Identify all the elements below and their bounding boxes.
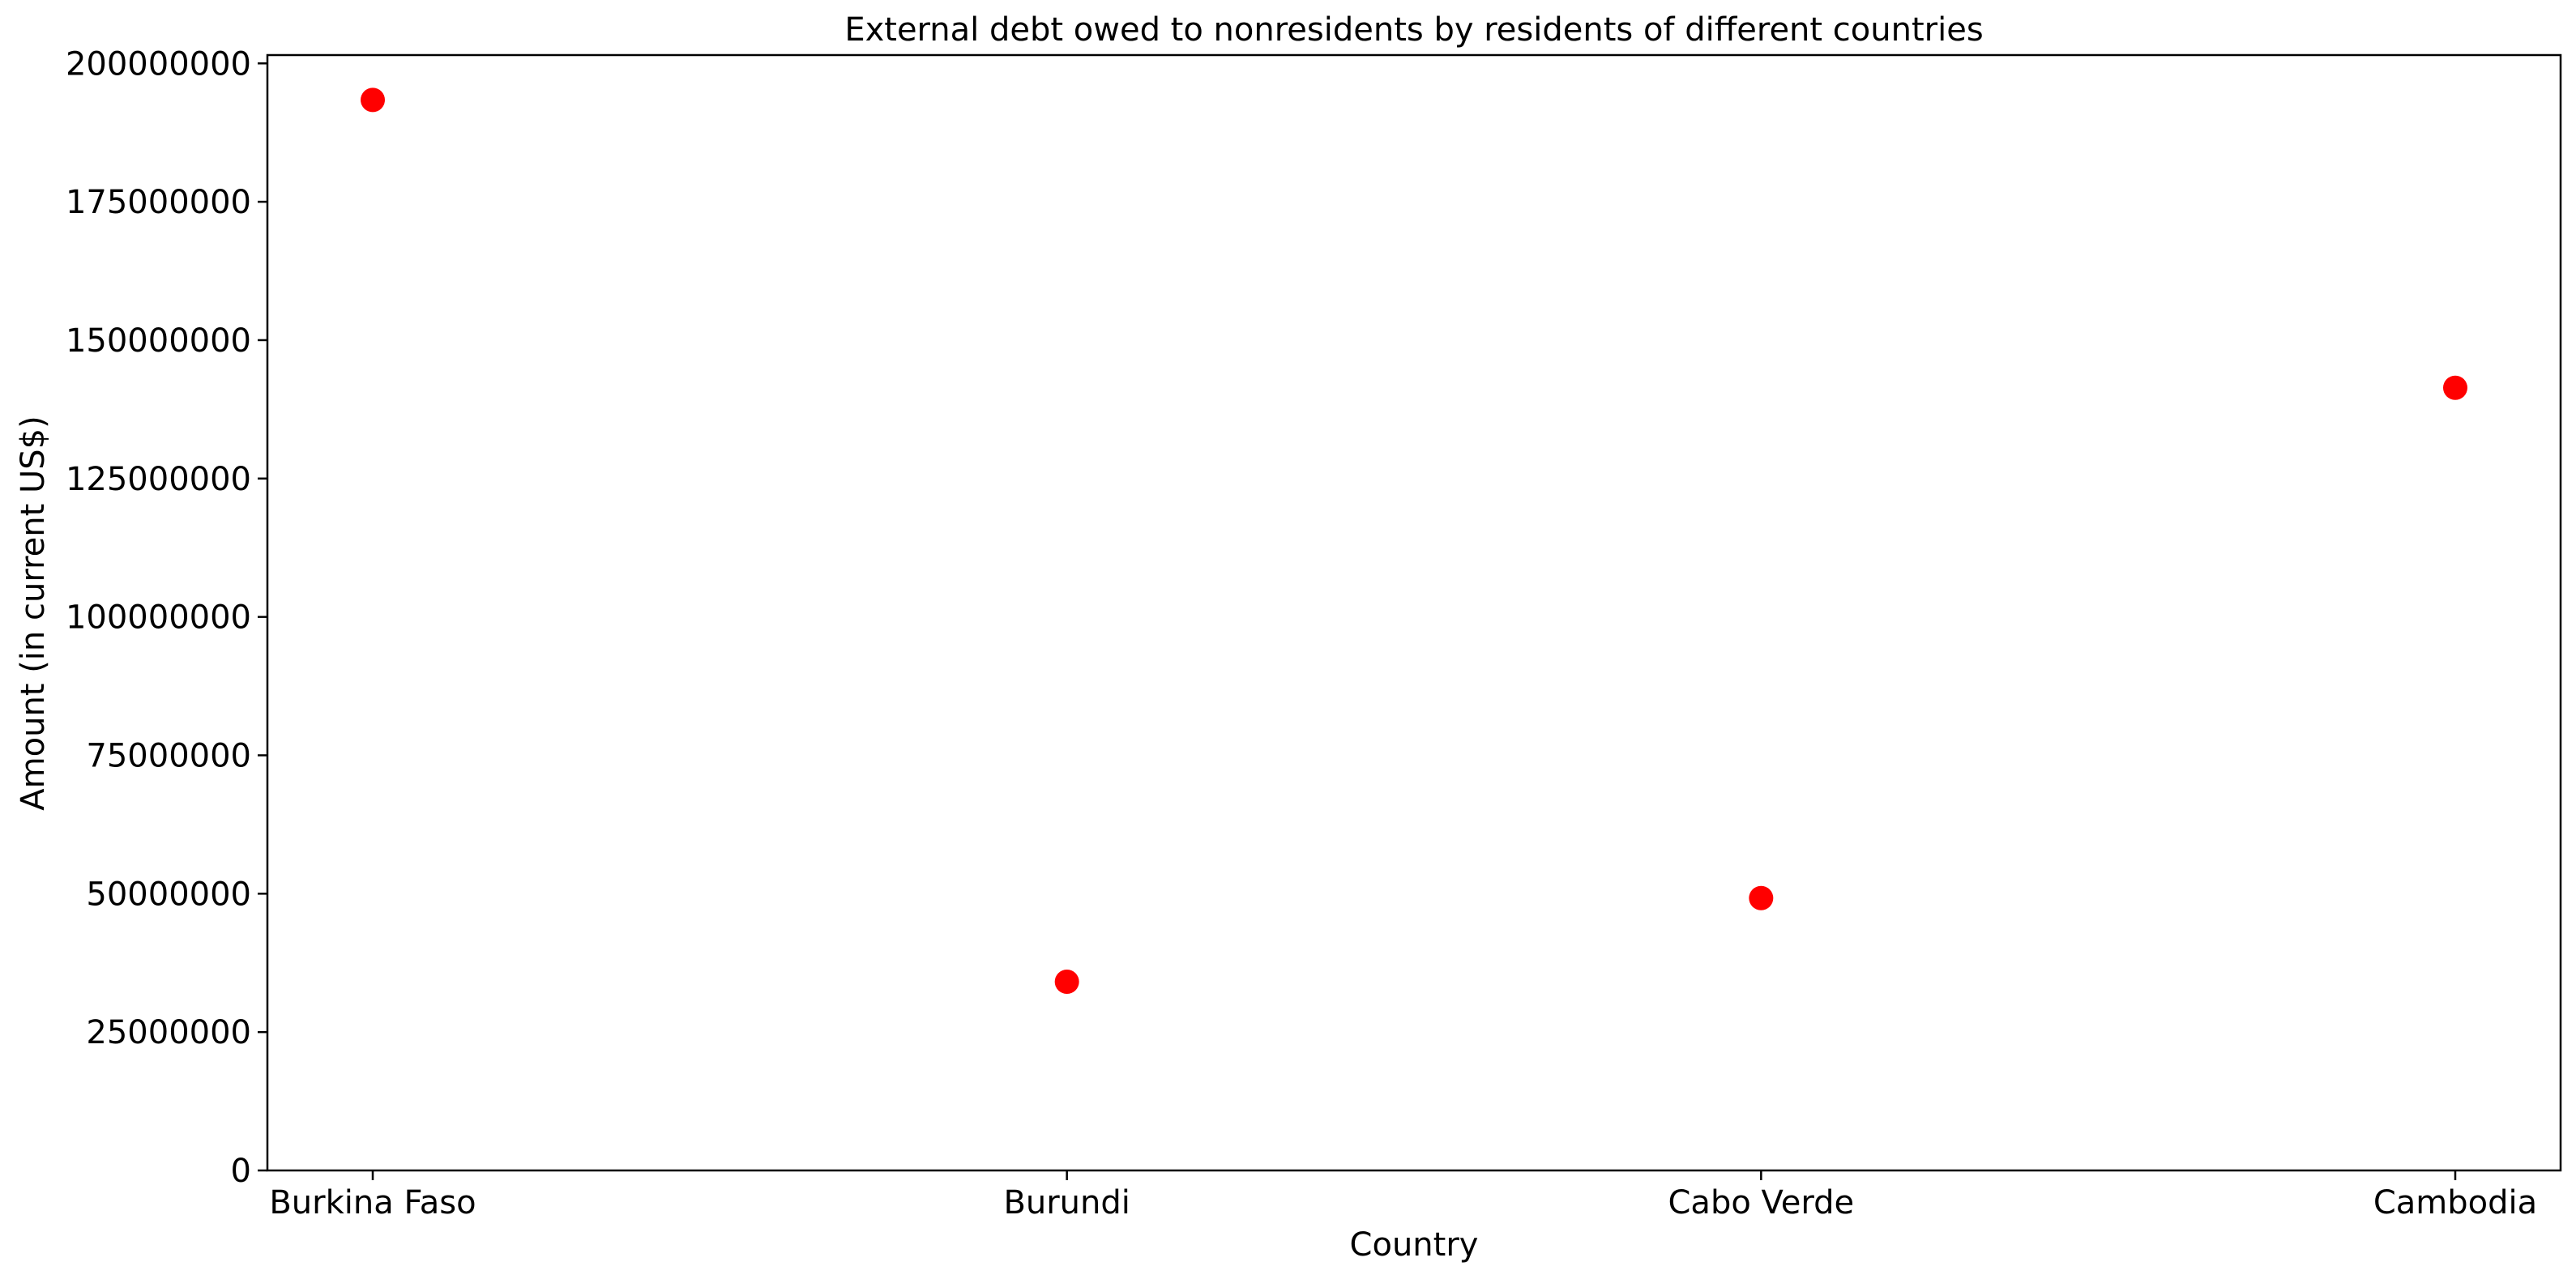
y-tick-label: 50000000 (86, 876, 251, 913)
y-tick-label: 150000000 (66, 322, 251, 360)
y-tick-label: 175000000 (66, 184, 251, 221)
data-point (1054, 969, 1079, 994)
x-axis-label: Country (1350, 1226, 1479, 1264)
data-points (361, 87, 2467, 994)
x-tick-label: Burkina Faso (269, 1184, 476, 1221)
x-axis-ticks: Burkina Faso Burundi Cabo Verde Cambodia (269, 1170, 2537, 1221)
y-axis-label: Amount (in current US$) (15, 416, 52, 810)
data-point (361, 87, 385, 113)
chart-title: External debt owed to nonresidents by re… (844, 11, 1983, 49)
x-tick-label: Cabo Verde (1668, 1184, 1855, 1221)
y-tick-label: 25000000 (86, 1014, 251, 1051)
x-tick-label: Burundi (1003, 1184, 1130, 1221)
data-point (2443, 375, 2467, 400)
y-tick-label: 0 (231, 1153, 251, 1190)
y-tick-label: 100000000 (66, 599, 251, 637)
plot-area-frame (266, 53, 2562, 1172)
data-point (1749, 885, 1774, 910)
y-axis-ticks: 0 25000000 50000000 75000000 100000000 125000… (66, 45, 267, 1190)
y-tick-label: 200000000 (66, 45, 251, 83)
x-tick-label: Cambodia (2373, 1184, 2537, 1221)
y-tick-label: 75000000 (86, 737, 251, 774)
y-tick-label: 125000000 (66, 461, 251, 498)
